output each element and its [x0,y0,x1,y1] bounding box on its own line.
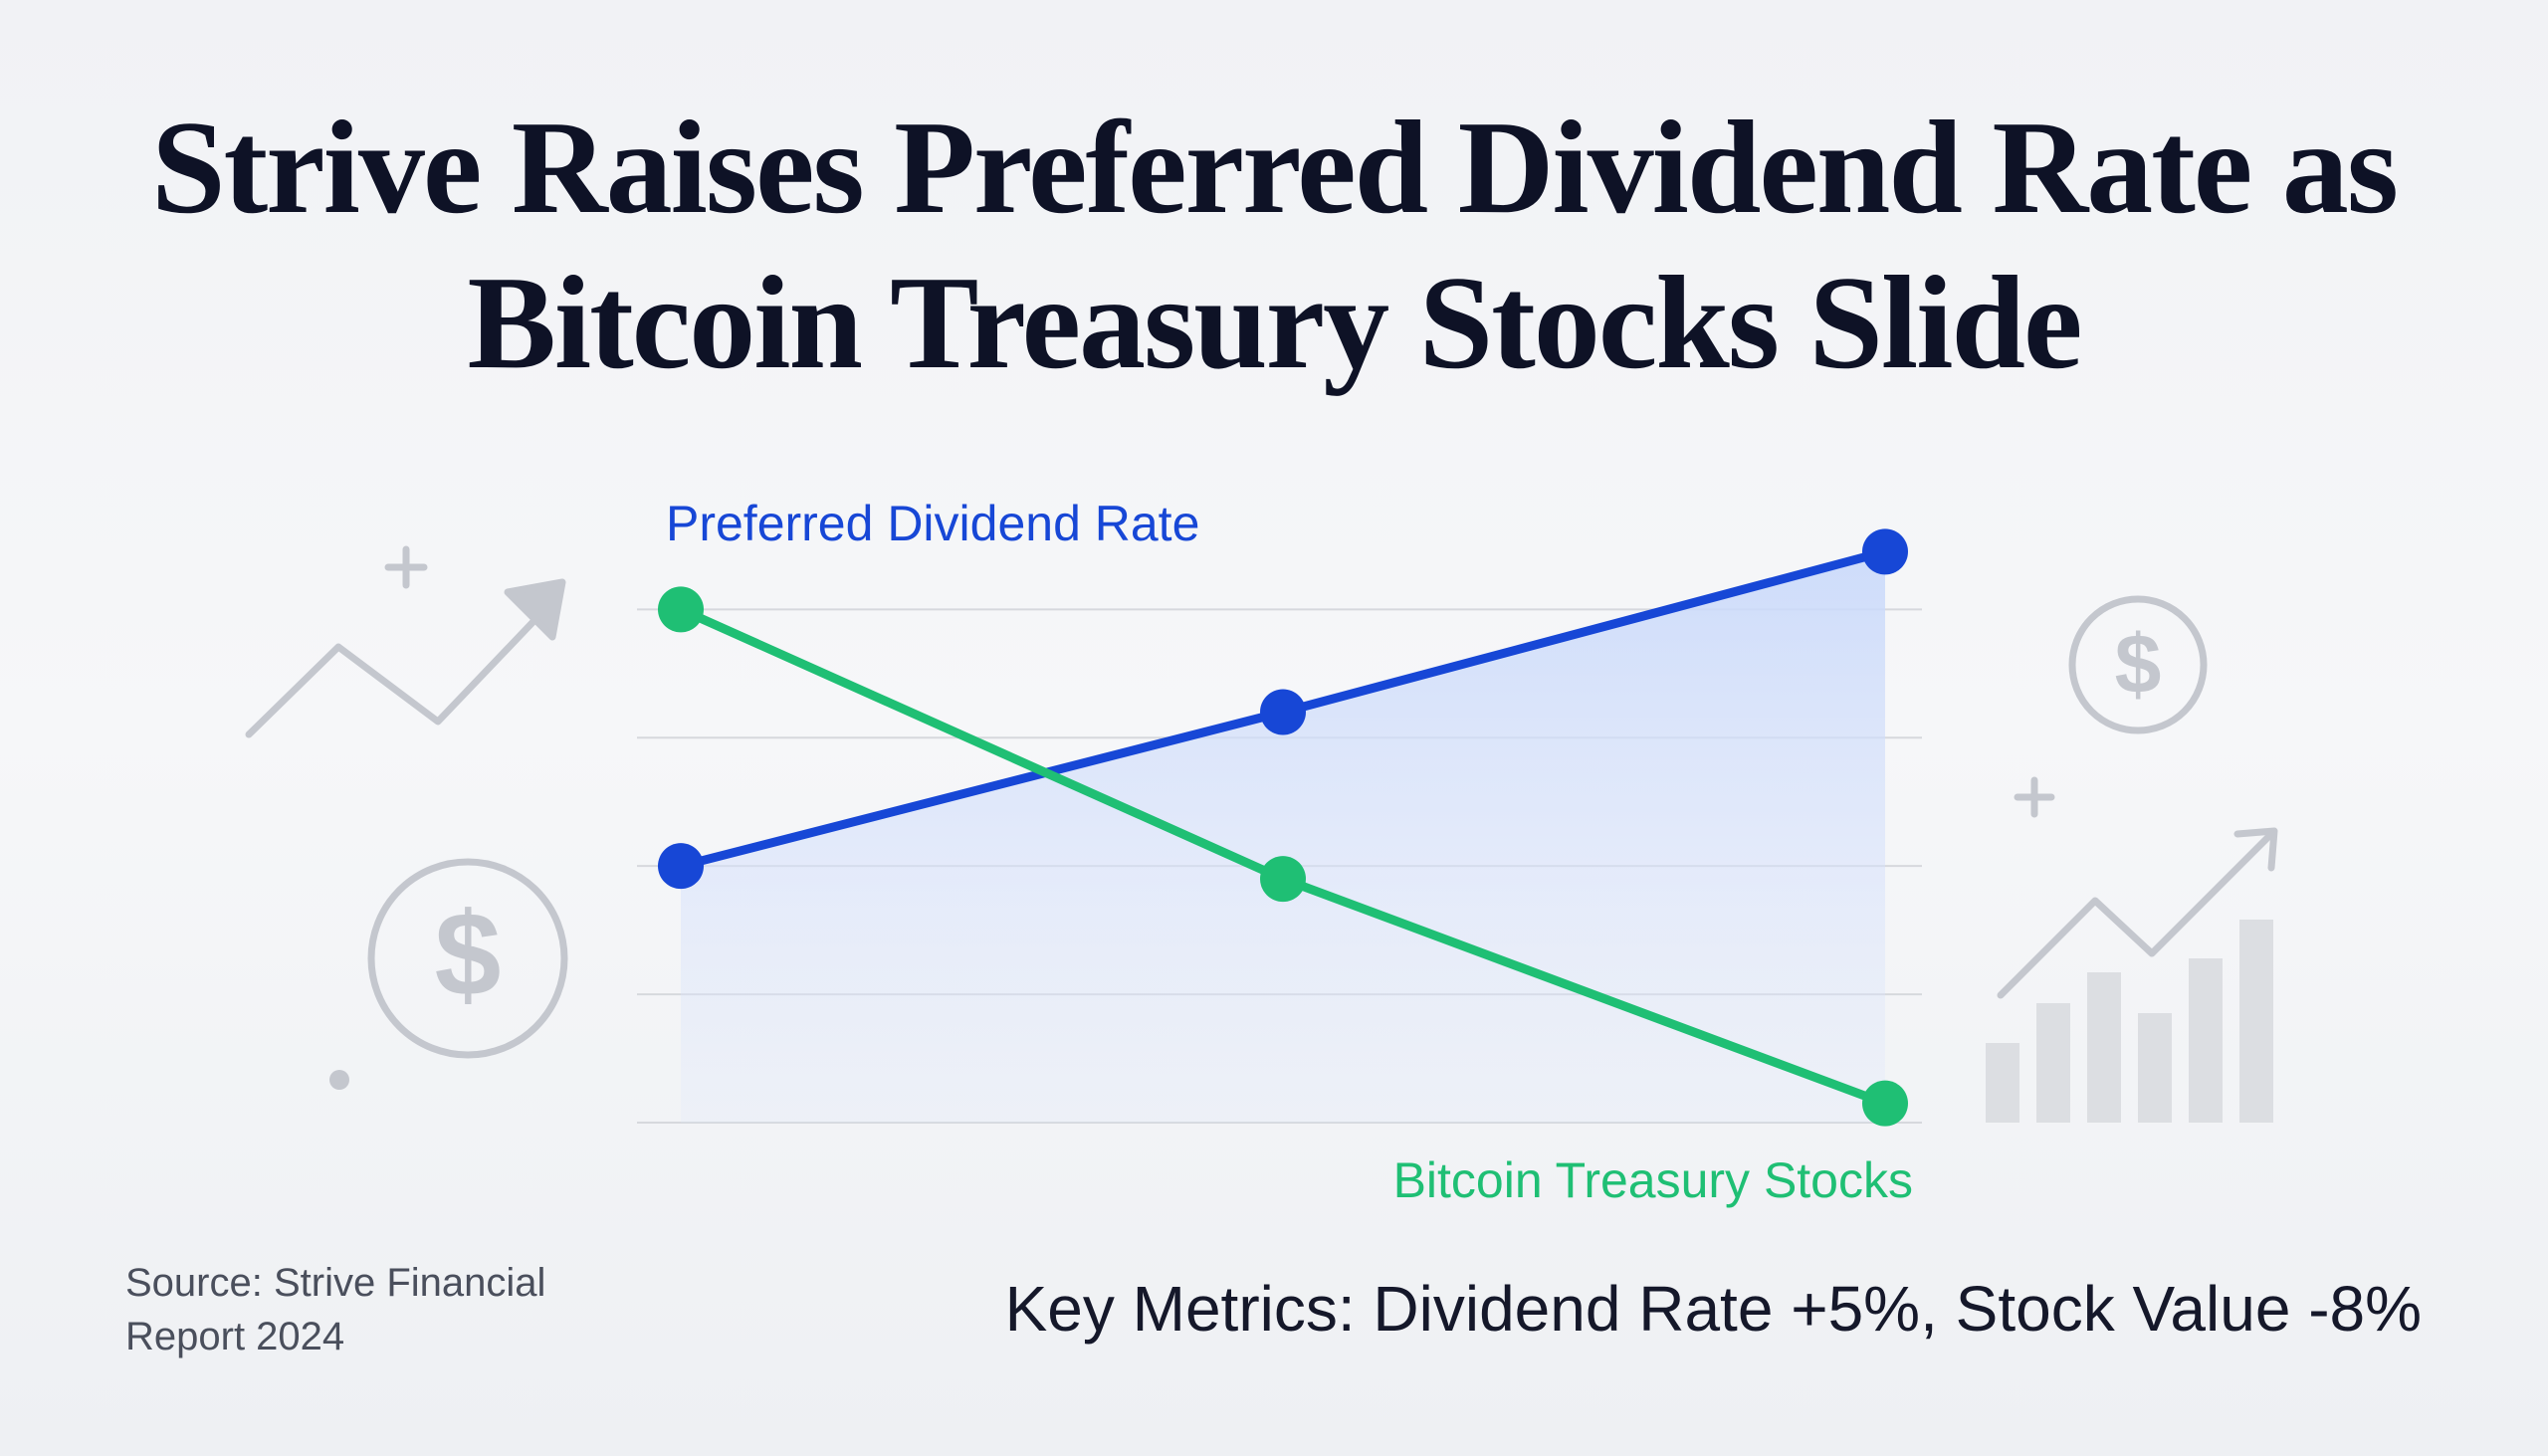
dot [329,1070,349,1090]
decor-icons: $ $ [245,545,2278,1123]
title: Strive Raises Preferred Dividend Rate as… [151,94,2399,396]
point [1862,528,1908,575]
dollar-sign: $ [435,888,502,1021]
point [1862,1080,1908,1127]
trend-arrow-right [1997,832,2273,999]
area-fill [681,551,1885,1123]
trend-arrow-left [245,608,546,738]
source-note: Source: Strive Financial Report 2024 [125,1261,546,1358]
point [658,843,704,890]
series-label: Preferred Dividend Rate [666,496,1199,551]
key-metrics: Key Metrics: Dividend Rate +5%, Stock Va… [1004,1273,2422,1345]
bar-icon [1986,920,2273,1123]
arrow-head [2233,827,2278,872]
dollar-sign: $ [2115,617,2162,711]
point [1260,689,1306,735]
dollar-icon [2068,595,2208,734]
plus-icon [2014,776,2055,818]
point [658,586,704,633]
series-label: Bitcoin Treasury Stocks [1393,1152,1913,1208]
plus-icon [384,545,428,589]
point [1260,856,1306,903]
dollar-icon [367,858,568,1059]
arrow-head [504,578,566,641]
